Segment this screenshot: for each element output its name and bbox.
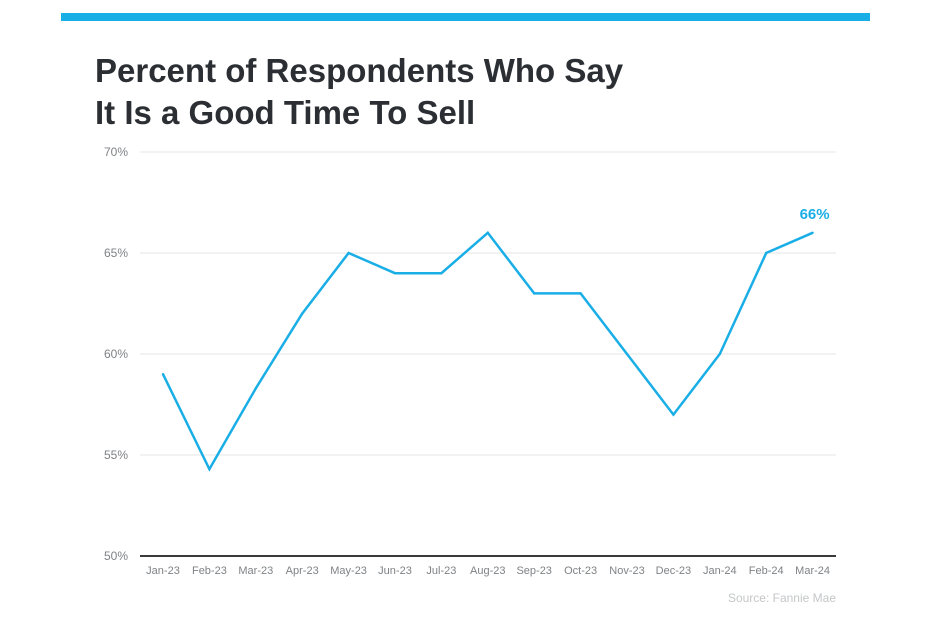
data-point <box>579 292 582 295</box>
data-point <box>301 312 304 315</box>
annotations: 66% <box>800 206 830 223</box>
data-point <box>440 272 443 275</box>
chart-title: Percent of Respondents Who Say It Is a G… <box>95 50 623 134</box>
series-line-group <box>161 230 814 472</box>
x-tick-label: Mar-23 <box>238 565 273 577</box>
y-tick-label: 55% <box>104 448 128 462</box>
x-tick-label: Feb-24 <box>749 565 784 577</box>
data-point <box>533 292 536 295</box>
data-point <box>811 231 814 234</box>
data-point <box>393 272 397 275</box>
series-line <box>161 230 814 472</box>
y-tick-label: 50% <box>104 549 128 563</box>
data-point <box>161 373 165 376</box>
y-tick-label: 60% <box>104 347 128 361</box>
y-tick-label: 65% <box>104 246 128 260</box>
x-tick-labels: Jan-23 Feb-23 Mar-23 Apr-23 May-23 Jun-23 Jul-… <box>146 565 830 577</box>
x-tick-label: May-23 <box>330 565 367 577</box>
x-tick-label: Jun-23 <box>378 565 412 577</box>
x-tick-label: Jan-23 <box>146 565 180 577</box>
x-tick-label: Oct-23 <box>564 565 597 577</box>
x-tick-label: Jan-24 <box>703 565 737 577</box>
data-point <box>347 251 350 255</box>
chart-title-line-2: It Is a Good Time To Sell <box>95 94 476 131</box>
x-tick-label: Dec-23 <box>656 565 691 577</box>
data-label: 66% <box>800 206 830 223</box>
source-note: Source: Fannie Mae <box>727 591 836 605</box>
data-point <box>254 387 257 390</box>
data-point <box>625 352 629 356</box>
data-point <box>486 231 489 234</box>
data-point <box>718 352 721 356</box>
y-tick-label: 70% <box>104 145 128 159</box>
x-tick-label: Mar-24 <box>795 565 830 577</box>
top-accent-bar <box>61 13 870 21</box>
x-tick-label: Nov-23 <box>609 565 644 577</box>
y-tick-labels: 50% 55% 60% 65% 70% <box>104 145 128 563</box>
x-tick-label: Feb-23 <box>192 565 227 577</box>
chart-title-line-1: Percent of Respondents Who Say <box>95 52 624 89</box>
data-point <box>208 467 211 471</box>
x-tick-label: Apr-23 <box>286 565 319 577</box>
x-tick-label: Jul-23 <box>426 565 456 577</box>
x-tick-label: Sep-23 <box>516 565 551 577</box>
data-point <box>672 413 675 416</box>
x-tick-label: Aug-23 <box>470 565 505 577</box>
gridlines <box>140 151 836 557</box>
data-point <box>765 251 768 255</box>
